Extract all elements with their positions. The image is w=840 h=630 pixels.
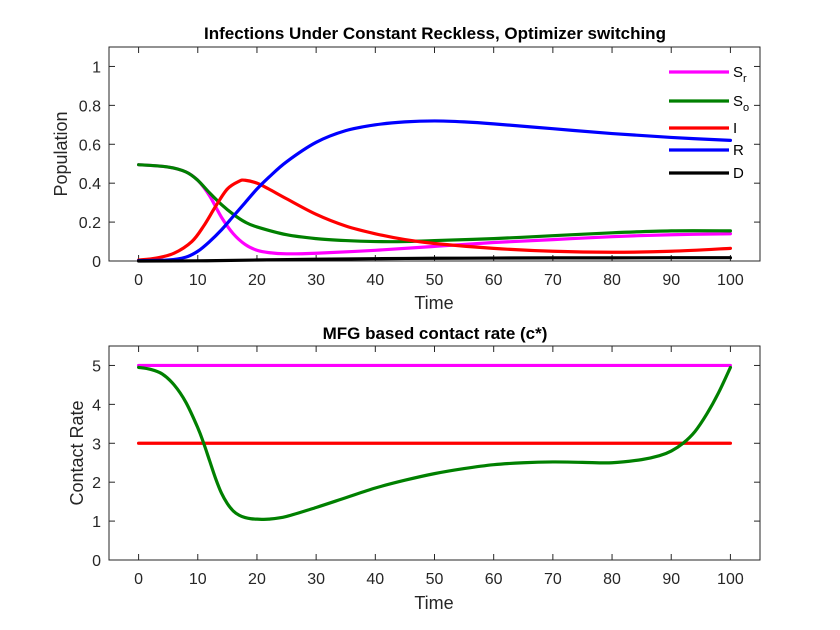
x-tick-label: 90 xyxy=(662,571,680,588)
panel-2-ticks: 0 10 20 30 40 50 60 70 80 90 100 0 1 2 3 4 5 xyxy=(92,346,760,588)
y-tick-label: 0.8 xyxy=(79,98,101,115)
x-tick-label: 40 xyxy=(366,272,384,289)
series-line-r xyxy=(136,119,733,263)
contact-rate-panel: MFG based contact rate (c*) 0 10 20 30 40 50 6… xyxy=(67,324,761,613)
panel-1-ticks: 0 10 20 30 40 50 60 70 80 90 100 0 0.2 0.4 0.6 0.8 1 xyxy=(79,47,760,289)
x-tick-label: 30 xyxy=(307,571,325,588)
x-tick-label: 0 xyxy=(134,272,143,289)
legend-entry: D xyxy=(733,165,744,182)
x-tick-label: 60 xyxy=(485,272,503,289)
panel-1-title: Infections Under Constant Reckless, Opti… xyxy=(204,24,666,43)
x-tick-label: 30 xyxy=(307,272,325,289)
legend-subscript: r xyxy=(743,73,747,85)
y-tick-label: 4 xyxy=(92,397,101,414)
x-tick-label: 70 xyxy=(544,272,562,289)
x-tick-label: 80 xyxy=(603,571,621,588)
legend-entry: I xyxy=(733,120,737,137)
y-tick-label: 0 xyxy=(92,553,101,570)
y-tick-label: 0 xyxy=(92,254,101,271)
x-tick-label: 70 xyxy=(544,571,562,588)
panel-2-xlabel: Time xyxy=(414,593,453,613)
panel-2-axes-box xyxy=(108,345,761,561)
series-line-i xyxy=(136,178,733,262)
y-tick-label: 0.2 xyxy=(79,215,101,232)
panel-2-series xyxy=(136,363,733,521)
y-tick-label: 0.4 xyxy=(79,176,101,193)
y-tick-label: 0.6 xyxy=(79,137,101,154)
x-tick-label: 10 xyxy=(189,272,207,289)
x-tick-label: 50 xyxy=(426,272,444,289)
population-panel: Infections Under Constant Reckless, Opti… xyxy=(51,24,761,313)
x-tick-label: 0 xyxy=(134,571,143,588)
x-tick-label: 10 xyxy=(189,571,207,588)
x-tick-label: 20 xyxy=(248,272,266,289)
x-tick-label: 100 xyxy=(717,272,744,289)
panel-2-title: MFG based contact rate (c*) xyxy=(323,324,548,343)
x-tick-label: 60 xyxy=(485,571,503,588)
panel-1-axes-box xyxy=(108,46,761,262)
x-tick-label: 100 xyxy=(717,571,744,588)
series-line-c2 xyxy=(136,365,733,521)
x-tick-label: 20 xyxy=(248,571,266,588)
panel-2-ylabel: Contact Rate xyxy=(67,400,87,505)
panel-1-xlabel: Time xyxy=(414,293,453,313)
panel-1-ylabel: Population xyxy=(51,111,71,196)
y-tick-label: 1 xyxy=(92,59,101,76)
y-tick-label: 5 xyxy=(92,358,101,375)
x-tick-label: 80 xyxy=(603,272,621,289)
series-line-d xyxy=(136,256,733,263)
legend-entry: R xyxy=(733,142,744,159)
y-tick-label: 2 xyxy=(92,475,101,492)
x-tick-label: 90 xyxy=(662,272,680,289)
x-tick-label: 50 xyxy=(426,571,444,588)
x-tick-label: 40 xyxy=(366,571,384,588)
panel-1-series xyxy=(136,119,733,263)
y-tick-label: 1 xyxy=(92,514,101,531)
series-line-so xyxy=(136,163,733,244)
legend-subscript: o xyxy=(743,102,749,114)
y-tick-label: 3 xyxy=(92,436,101,453)
